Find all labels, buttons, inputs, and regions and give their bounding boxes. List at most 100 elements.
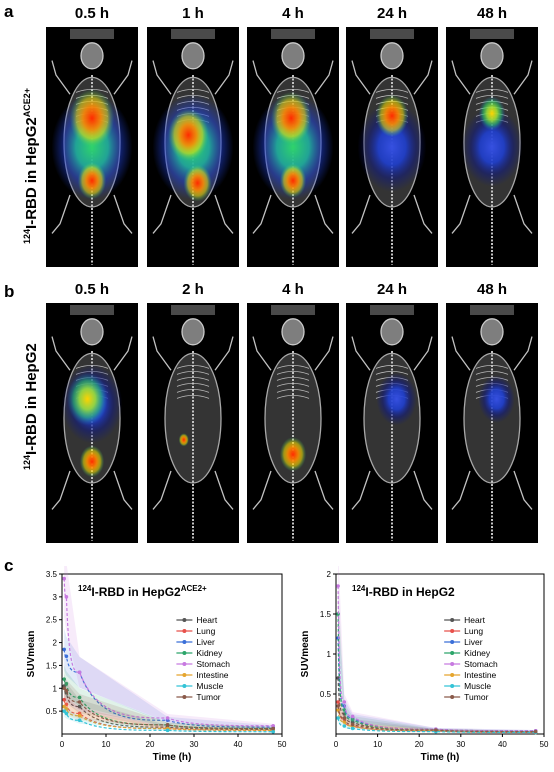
series-line-liver xyxy=(337,637,536,732)
y-tick-label: 3.5 xyxy=(46,570,58,579)
legend-label-heart: Heart xyxy=(196,615,217,625)
x-tick-label: 50 xyxy=(278,740,287,749)
data-point-kidney xyxy=(64,681,69,686)
legend-marker xyxy=(450,640,455,644)
x-tick-label: 20 xyxy=(146,740,155,749)
legend-marker xyxy=(182,640,187,644)
legend-marker xyxy=(450,662,455,666)
y-tick-label: 1.5 xyxy=(320,610,332,619)
chart-title-main: I-RBD in HepG2 xyxy=(365,585,455,599)
data-point-muscle xyxy=(165,728,170,733)
data-point-intestine xyxy=(77,713,82,718)
data-point-lung xyxy=(336,700,340,704)
data-point-stomach xyxy=(77,670,82,675)
chart-title-sup: ACE2+ xyxy=(181,584,207,593)
data-point-intestine xyxy=(336,708,340,712)
chart-title-isotope: 124 xyxy=(78,584,92,593)
legend-marker xyxy=(182,695,187,699)
legend-label-intestine: Intestine xyxy=(196,670,228,680)
pet-ct-image-b-4 xyxy=(446,303,538,543)
timepoint-label-a-0: 0.5 h xyxy=(74,5,110,22)
data-point-kidney xyxy=(77,695,82,700)
data-point-muscle xyxy=(350,726,355,731)
legend-label-tumor: Tumor xyxy=(196,692,220,702)
x-tick-label: 50 xyxy=(540,740,549,749)
y-axis-label: SUVmean xyxy=(26,631,37,678)
timepoint-label-b-0: 0.5 h xyxy=(74,281,110,298)
legend-label-tumor: Tumor xyxy=(464,692,488,702)
data-point-heart xyxy=(77,704,82,709)
data-point-stomach xyxy=(342,700,347,704)
x-tick-label: 30 xyxy=(456,740,465,749)
legend-label-muscle: Muscle xyxy=(196,681,223,691)
data-point-muscle xyxy=(64,711,69,716)
legend-label-liver: Liver xyxy=(464,637,483,647)
chart-suv-hepg2: 124I-RBD in HepG2 0 10 20 30 40 50 0.5 1 1.5 2 Time… xyxy=(300,566,549,763)
legend-marker xyxy=(450,651,455,655)
row-label-b: 124I-RBD in HepG2 xyxy=(22,343,40,470)
series-line-tumor xyxy=(63,688,274,730)
timepoint-label-a-4: 48 h xyxy=(476,5,507,22)
row-label-a-isotope: 124 xyxy=(22,228,32,244)
data-point-stomach xyxy=(336,584,340,588)
data-point-intestine xyxy=(64,707,69,711)
series-band-muscle xyxy=(64,705,274,733)
series-band-stomach xyxy=(64,566,274,728)
data-point-tumor xyxy=(77,700,82,704)
legend-label-muscle: Muscle xyxy=(464,681,491,691)
x-tick-label: 10 xyxy=(373,740,382,749)
data-point-kidney xyxy=(342,708,347,712)
pet-ct-image-b-3 xyxy=(346,303,438,543)
legend-marker xyxy=(182,684,187,688)
chart-suv-ace2: 124I-RBD in HepG2ACE2+ 0 10 20 30 40 50 0.5 1 1.5… xyxy=(26,566,287,763)
legend-marker xyxy=(450,618,455,622)
series-line-muscle xyxy=(337,717,536,733)
data-point-tumor xyxy=(350,722,355,727)
row-label-a-sup: ACE2+ xyxy=(22,88,32,118)
timepoint-label-b-3: 24 h xyxy=(376,281,407,298)
data-point-intestine xyxy=(62,704,66,709)
x-axis-label: Time (h) xyxy=(421,752,460,763)
data-point-tumor xyxy=(434,728,438,732)
legend-label-intestine: Intestine xyxy=(464,670,496,680)
data-point-lung xyxy=(64,702,69,707)
series-band-kidney xyxy=(338,584,536,733)
data-point-tumor xyxy=(165,723,170,727)
y-tick-label: 2.5 xyxy=(46,616,58,625)
plot-area xyxy=(335,573,545,735)
row-label-b-isotope: 124 xyxy=(22,454,32,470)
legend-marker xyxy=(450,629,455,633)
legend-label-stomach: Stomach xyxy=(196,659,230,669)
legend-label-liver: Liver xyxy=(196,637,215,647)
chart-title: 124I-RBD in HepG2 xyxy=(352,584,455,599)
series-band-stomach xyxy=(338,566,536,732)
legend-marker xyxy=(182,618,187,622)
pet-ct-image-b-0 xyxy=(46,303,138,543)
data-point-tumor xyxy=(342,716,347,720)
data-point-muscle xyxy=(62,709,66,713)
x-tick-label: 30 xyxy=(190,740,199,749)
x-tick-label: 0 xyxy=(60,740,65,749)
legend-marker xyxy=(182,662,187,666)
y-tick-label: 0.5 xyxy=(46,707,58,716)
data-point-stomach xyxy=(350,714,355,719)
data-point-lung xyxy=(62,697,66,702)
legend-marker xyxy=(450,684,455,688)
data-point-stomach xyxy=(64,595,69,599)
timepoint-label-a-2: 4 h xyxy=(282,5,304,22)
series-band-tumor xyxy=(64,676,274,730)
timepoint-label-b-2: 4 h xyxy=(282,281,304,298)
data-point-tumor xyxy=(533,729,538,734)
legend-label-kidney: Kidney xyxy=(464,648,491,658)
legend-marker xyxy=(450,673,455,677)
y-tick-label: 1.5 xyxy=(46,661,58,670)
x-tick-label: 20 xyxy=(415,740,424,749)
y-tick-label: 1 xyxy=(53,684,58,693)
legend-label-stomach: Stomach xyxy=(464,659,498,669)
x-tick-label: 0 xyxy=(334,740,339,749)
x-tick-label: 40 xyxy=(234,740,243,749)
data-point-kidney xyxy=(350,717,355,722)
chart-title-main: I-RBD in HepG2 xyxy=(91,585,181,599)
data-point-muscle xyxy=(336,716,340,720)
y-tick-label: 3 xyxy=(53,593,58,602)
